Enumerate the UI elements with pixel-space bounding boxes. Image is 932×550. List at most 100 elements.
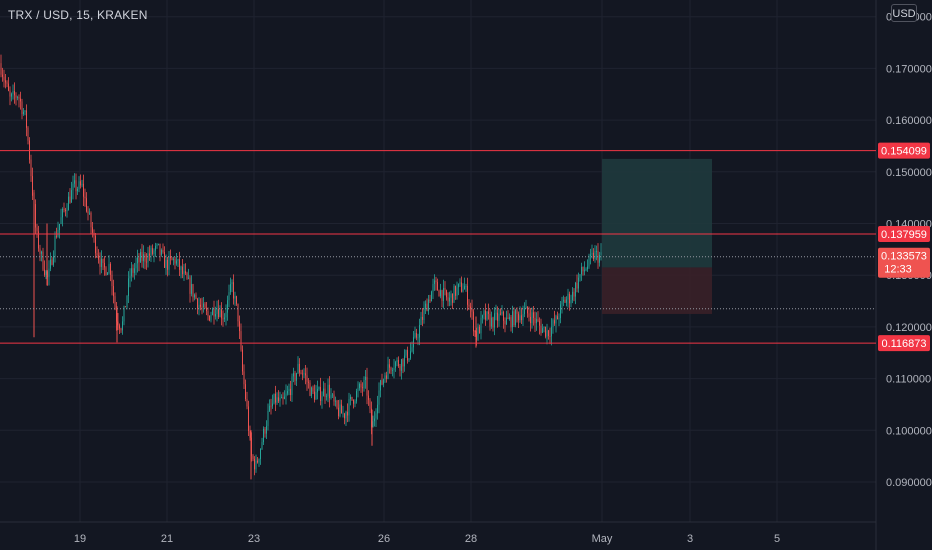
candle-body <box>285 393 287 397</box>
candle-body <box>179 259 180 270</box>
candle-body <box>83 183 84 197</box>
candle-body <box>374 418 375 422</box>
candle-body <box>44 269 45 275</box>
candle-body <box>3 76 5 81</box>
x-tick-label: 23 <box>248 533 260 545</box>
candle-body <box>569 293 570 304</box>
candle-body <box>72 183 74 191</box>
candle-body <box>146 261 147 263</box>
candle-body <box>111 274 113 287</box>
candle-body <box>152 248 153 254</box>
candle-body <box>38 231 39 249</box>
candle-body <box>534 317 536 324</box>
candle-body <box>479 326 480 334</box>
candle-body <box>408 358 410 361</box>
candle-body <box>278 397 279 402</box>
candle-body <box>132 268 134 273</box>
x-tick-label: 28 <box>465 533 477 545</box>
candle-body <box>176 260 177 264</box>
candle-body <box>480 317 482 334</box>
candle-body <box>555 316 557 324</box>
candle-body <box>573 291 575 297</box>
candle-body <box>372 421 374 428</box>
candle-body <box>269 405 270 411</box>
candle-body <box>474 331 476 333</box>
candle-body <box>386 375 387 379</box>
candle-body <box>150 248 152 256</box>
candle-body <box>143 254 144 262</box>
candle-body <box>548 330 549 336</box>
candle-body <box>498 313 500 321</box>
candle-body <box>348 399 350 416</box>
candle-body <box>429 299 431 302</box>
candle-body <box>63 208 65 210</box>
candle-body <box>482 315 483 318</box>
candle-body <box>489 313 491 327</box>
candle-body <box>503 311 504 321</box>
candle-body <box>255 460 257 470</box>
candle-body <box>185 271 186 274</box>
candle-body <box>438 290 440 297</box>
candle-body <box>579 274 581 278</box>
level-price-label: 0.116873 <box>881 338 926 350</box>
candle-body <box>239 321 240 332</box>
candle-body <box>494 313 495 328</box>
candle-body <box>168 256 170 270</box>
candle-body <box>197 298 198 309</box>
candle-body <box>68 196 69 211</box>
candle-body <box>195 294 197 299</box>
candle-body <box>357 388 359 392</box>
candle-body <box>320 387 321 401</box>
candle-body <box>350 396 351 400</box>
candle-body <box>362 387 363 389</box>
candle-body <box>27 127 29 141</box>
candle-body <box>113 286 114 297</box>
candle-body <box>108 263 110 273</box>
candle-body <box>30 159 32 177</box>
candle-body <box>264 428 266 434</box>
candle-body <box>122 321 123 331</box>
candle-body <box>200 304 201 307</box>
candle-body <box>87 211 89 214</box>
candle-body <box>312 387 314 392</box>
candle-body <box>267 410 269 426</box>
candle-body <box>114 296 116 310</box>
candle-body <box>45 271 47 275</box>
candle-body <box>341 404 342 414</box>
level-price-label: 0.137959 <box>881 229 927 241</box>
candle-body <box>416 333 417 338</box>
candle-body <box>456 287 458 296</box>
candle-body <box>294 373 296 381</box>
candle-body <box>191 284 192 294</box>
candle-body <box>470 306 471 309</box>
candle-body <box>276 397 278 403</box>
candle-body <box>599 254 600 263</box>
candle-body <box>453 285 455 303</box>
candle-body <box>0 63 2 75</box>
candle-body <box>51 259 53 265</box>
y-tick-label: 0.090000 <box>886 477 932 489</box>
candle-body <box>417 337 419 339</box>
position-stop-zone <box>602 267 712 314</box>
candle-body <box>215 313 216 317</box>
candle-body <box>26 110 27 128</box>
candle-body <box>518 313 519 321</box>
candle-body <box>387 364 389 379</box>
y-tick-label: 0.100000 <box>886 425 932 437</box>
candle-body <box>297 363 299 374</box>
candle-body <box>306 375 308 382</box>
candle-body <box>71 190 72 203</box>
candle-body <box>404 355 405 367</box>
candle-body <box>167 260 168 270</box>
candle-body <box>353 399 354 404</box>
candle-body <box>477 326 479 340</box>
candle-body <box>570 300 572 304</box>
candle-body <box>198 304 200 309</box>
candle-body <box>446 290 447 298</box>
candle-body <box>59 223 60 231</box>
candle-body <box>381 380 383 385</box>
y-tick-label: 0.150000 <box>886 167 932 179</box>
y-tick-label: 0.120000 <box>886 322 932 334</box>
currency-button[interactable]: USD <box>891 4 917 22</box>
